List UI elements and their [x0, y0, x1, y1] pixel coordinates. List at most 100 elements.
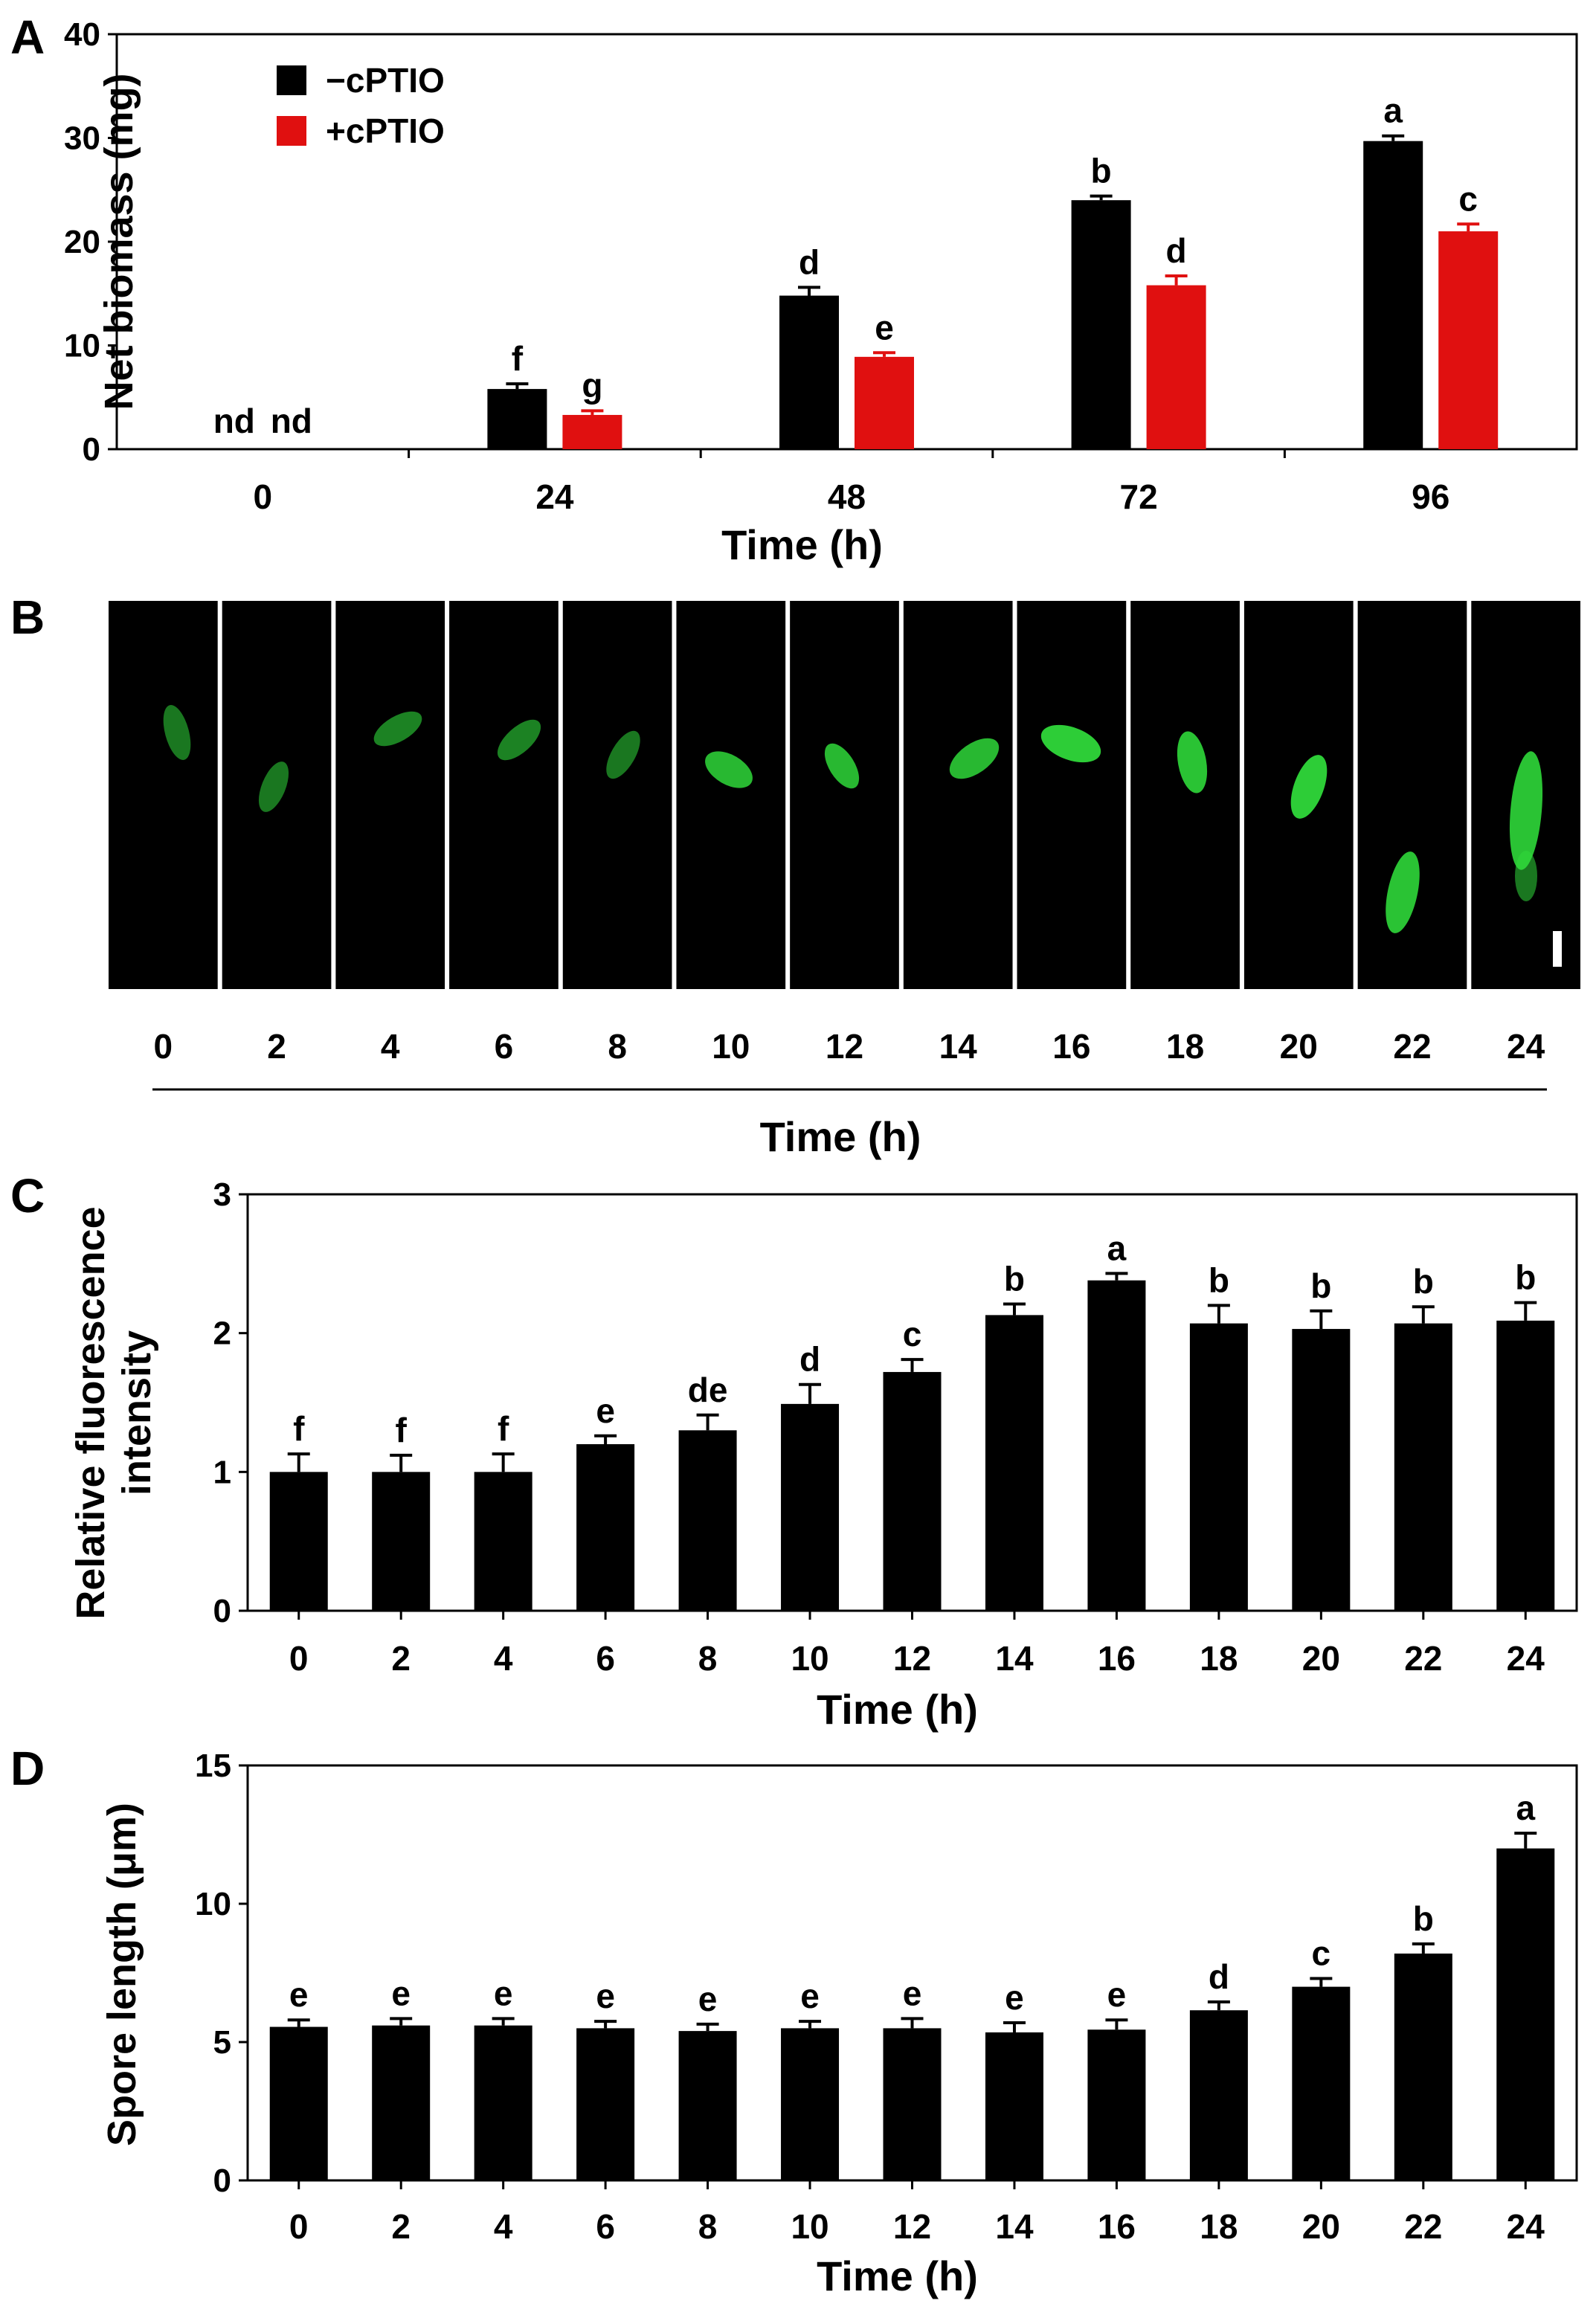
chart-d-sig-letter: e [903, 1974, 922, 2012]
chart-d-sig-letter: c [1312, 1934, 1331, 1972]
chart-c-ylabel-line: Relative fluorescence [68, 1206, 113, 1619]
chart-d-sig-letter: d [1209, 1957, 1229, 1996]
micrograph-time-label: 20 [1280, 1027, 1318, 1066]
chart-c-ytick-label: 0 [213, 1593, 231, 1629]
chart-d-xtick-label: 22 [1404, 2207, 1442, 2246]
chart-a-xtick-label: 96 [1412, 477, 1449, 516]
micrograph-frame [449, 601, 559, 989]
chart-c-xtick-label: 0 [289, 1639, 309, 1678]
chart-c-xtick-label: 18 [1200, 1639, 1238, 1678]
chart-d-xtick-label: 10 [791, 2207, 828, 2246]
chart-c-ytick-label: 1 [213, 1454, 231, 1490]
chart-d-bar [781, 2028, 840, 2180]
chart-d-xtick-label: 0 [289, 2207, 309, 2246]
micrograph-cell: 20 [1243, 601, 1354, 1066]
chart-c-ylabel-line: intensity [115, 1330, 159, 1495]
chart-c-bar [269, 1472, 328, 1611]
chart-d-sig-letter: e [1005, 1978, 1024, 2017]
micrograph-frame [562, 601, 672, 989]
spore-image [606, 730, 640, 779]
chart-d-bar [1394, 1953, 1452, 2180]
chart-d-xtick-label: 6 [596, 2207, 615, 2246]
micrograph-cell: 8 [562, 601, 672, 1066]
chart-d-bar [678, 2031, 737, 2180]
micrograph-time-label: 12 [826, 1027, 863, 1066]
spore-image [1290, 755, 1328, 819]
chart-a-ytick-label: 0 [83, 431, 100, 468]
micrograph-frame [790, 601, 899, 989]
chart-d-sig-letter: e [494, 1974, 513, 2012]
chart-a-xtick-label: 24 [535, 477, 574, 516]
chart-d-ytick-label: 15 [195, 1748, 231, 1784]
chart-c-sig-letter: f [293, 1409, 305, 1448]
chart-c-bar [781, 1403, 840, 1611]
micrograph-cell: 12 [790, 601, 899, 1066]
chart-a-ylabel: Net biomass (mg) [97, 73, 141, 410]
chart-d-xtick-label: 2 [391, 2207, 411, 2246]
scale-bar [1553, 931, 1562, 967]
chart-c-bar [1292, 1329, 1351, 1611]
chart-d-xtick-label: 8 [698, 2207, 718, 2246]
micrograph-frame [903, 601, 1013, 989]
panel-label-c: C [10, 1169, 45, 1223]
micrograph-time-label: 8 [608, 1027, 627, 1066]
chart-d-xlabel: Time (h) [817, 2253, 978, 2299]
chart-a-net-biomass: 0 10 20 30 40 0 nd nd 24 f g 48 d e 72 b d 96 a c Time (h) Ne… [64, 16, 1578, 568]
chart-c-bar [985, 1315, 1043, 1611]
chart-c-xtick-label: 4 [494, 1639, 513, 1678]
chart-a-legend-swatch [277, 65, 306, 95]
micrograph-time-label: 14 [939, 1027, 978, 1066]
chart-c-sig-letter: f [396, 1411, 408, 1449]
chart-c-xtick-label: 6 [596, 1639, 615, 1678]
chart-c-xlabel: Time (h) [817, 1686, 978, 1733]
chart-a-sig-letter: b [1091, 152, 1112, 190]
chart-d-xtick-label: 18 [1200, 2207, 1238, 2246]
chart-d-ytick-label: 5 [213, 2024, 231, 2061]
chart-c-bar [1496, 1320, 1555, 1611]
chart-d-spore-length: 0 5 10 15 e 0 e 2 e 4 e 6 e 8 e 10 e 12 e 14 e 16 d 18 c 20 b 22 a 24… [100, 1748, 1578, 2299]
chart-a-xlabel: Time (h) [721, 521, 883, 568]
spore-image [373, 711, 422, 747]
spore-image [258, 762, 289, 812]
chart-a-sig-letter: a [1383, 91, 1403, 130]
chart-a-legend-label: −cPTIO [326, 61, 445, 100]
chart-a-bar [562, 414, 622, 449]
chart-d-xtick-label: 16 [1098, 2207, 1136, 2246]
spore-image [705, 751, 753, 788]
chart-c-sig-letter: e [596, 1391, 615, 1430]
micrograph-time-label: 2 [267, 1027, 286, 1066]
chart-c-ylabel: Relative fluorescenceintensity [68, 1206, 159, 1619]
chart-a-legend-label: +cPTIO [326, 112, 445, 150]
chart-d-sig-letter: e [391, 1974, 411, 2012]
chart-c-bar [883, 1371, 942, 1611]
chart-c-sig-letter: b [1515, 1258, 1536, 1297]
micrograph-cell: 22 [1357, 601, 1467, 1066]
micrograph-cell: 24 [1471, 601, 1580, 1066]
micrograph-cell: 4 [335, 601, 445, 1066]
chart-a-sig-letter: d [1166, 231, 1187, 270]
micrograph-frame [676, 601, 786, 989]
chart-c-sig-letter: b [1209, 1260, 1229, 1299]
spore-image [949, 738, 1000, 779]
panel-b-xlabel: Time (h) [760, 1113, 921, 1160]
chart-d-bar [372, 2025, 431, 2180]
micrograph-frame [1130, 601, 1240, 989]
micrograph-time-label: 16 [1052, 1027, 1090, 1066]
chart-d-bar [474, 2025, 532, 2180]
micrograph-frame [1017, 601, 1127, 989]
chart-c-relative-fluorescence: 0123f0f2f4e6de8d10c12b14a16b18b20b22b24T… [68, 1176, 1578, 1733]
chart-a-sig-letter: f [512, 339, 524, 378]
chart-d-ytick-label: 10 [195, 1886, 231, 1922]
micrograph-cell: 14 [903, 601, 1013, 1066]
chart-c-sig-letter: b [1004, 1259, 1025, 1298]
chart-c-bar [576, 1444, 635, 1611]
spore-image [1040, 724, 1101, 763]
panel-label-a: A [10, 10, 45, 64]
chart-d-xtick-label: 12 [893, 2207, 931, 2246]
chart-c-sig-letter: de [688, 1371, 728, 1409]
chart-d-sig-letter: b [1413, 1899, 1434, 1938]
chart-d-bar [985, 2032, 1043, 2180]
chart-d-bar [576, 2028, 635, 2180]
